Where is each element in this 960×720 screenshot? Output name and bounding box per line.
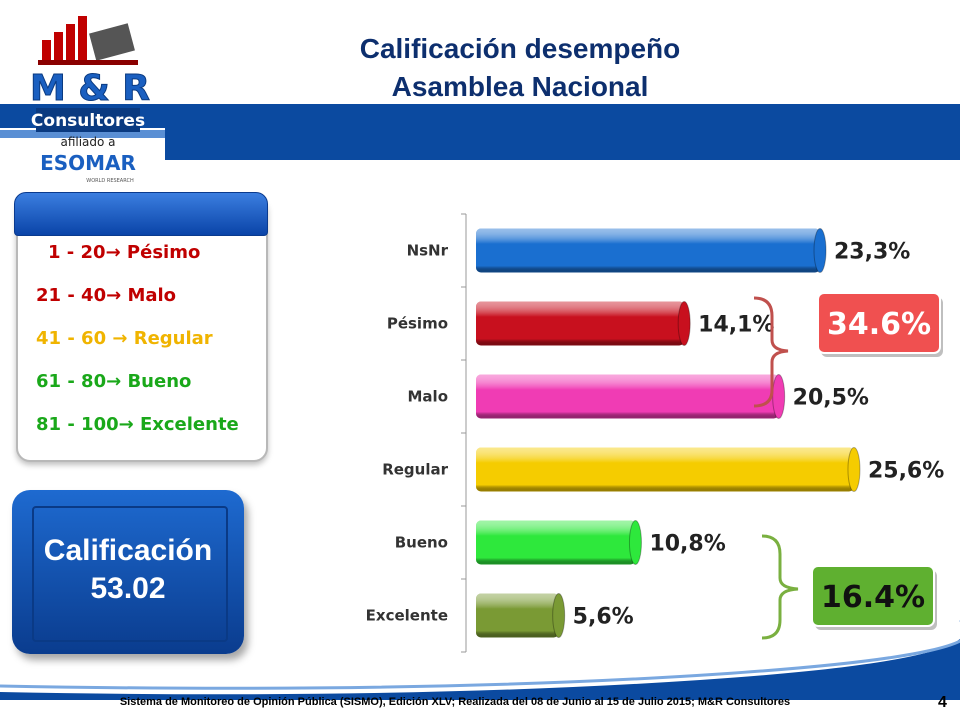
bar-shading — [476, 593, 559, 638]
logo-partner: ESOMAR — [40, 151, 136, 175]
company-logo: M & R Consultores afiliado a ESOMAR WORL… — [29, 10, 151, 190]
title-line-2: Asamblea Nacional — [391, 71, 649, 102]
logo-partner-sub: WORLD RESEARCH — [86, 178, 134, 184]
bar-end-cap — [847, 447, 861, 492]
category-label: Malo — [408, 388, 449, 406]
logo-brand: M & R — [30, 68, 150, 109]
annotation-box — [811, 565, 935, 627]
rating-scale-box — [16, 196, 268, 462]
logo-name: Consultores — [31, 111, 145, 131]
logo-affiliation: afiliado a — [60, 135, 115, 149]
rating-scale-item: 1 - 20→ Pésimo — [48, 242, 201, 263]
bar-data-label: 20,5% — [793, 386, 869, 411]
score-label: Calificación — [43, 534, 213, 567]
title-line-1: Calificación desempeño — [359, 33, 681, 64]
footer-note: Sistema de Monitoreo de Opinión Pública … — [119, 696, 791, 708]
bar-shading — [476, 374, 779, 419]
bar-chart-logo-icon: M & R Consultores afiliado a ESOMAR WORL… — [29, 16, 151, 184]
score-text: Calificación 53.02 — [12, 532, 244, 608]
score-box: Calificación 53.02 — [12, 490, 244, 654]
category-label: Pésimo — [387, 315, 448, 333]
bar-data-label: 23,3% — [834, 240, 910, 265]
annotation-text: 34.6% — [827, 307, 931, 342]
rating-scale-item: 21 - 40→ Malo — [36, 285, 177, 306]
category-label: Excelente — [366, 607, 448, 625]
bar-data-label: 5,6% — [573, 605, 634, 630]
category-label: Regular — [382, 461, 448, 479]
score-frame — [32, 506, 228, 642]
bracket-negative — [753, 296, 789, 408]
annotation-box — [817, 292, 941, 354]
rating-scale-item: 81 - 100→ Excelente — [36, 414, 239, 435]
bar-end-cap — [552, 593, 566, 638]
bracket-positive — [761, 534, 799, 640]
bar-end-cap — [813, 228, 827, 273]
page-title: Calificación desempeño Asamblea Nacional — [240, 30, 800, 106]
category-label: NsNr — [407, 242, 449, 260]
footer-swoosh — [0, 620, 960, 700]
bar-data-label: 14,1% — [698, 313, 774, 338]
rating-scale-item: 41 - 60 → Regular — [36, 328, 213, 349]
page-number: 4 — [938, 694, 947, 711]
bar-data-label: 10,8% — [649, 532, 725, 557]
bar-end-cap — [772, 374, 786, 419]
bar-shading — [476, 301, 685, 346]
header-band — [0, 104, 960, 128]
score-value: 53.02 — [90, 572, 166, 605]
bar-shading — [476, 228, 820, 273]
rating-scale-header — [14, 192, 268, 236]
rating-scale-item: 61 - 80→ Bueno — [36, 371, 192, 392]
bar-shading — [476, 520, 636, 565]
bar-shading — [476, 447, 854, 492]
bar-end-cap — [628, 520, 642, 565]
header-band-light — [0, 130, 165, 138]
annotation-text: 16.4% — [821, 580, 925, 615]
header-band-lower — [165, 128, 960, 160]
bar-data-label: 25,6% — [868, 459, 944, 484]
category-label: Bueno — [395, 534, 448, 552]
bar-end-cap — [677, 301, 691, 346]
